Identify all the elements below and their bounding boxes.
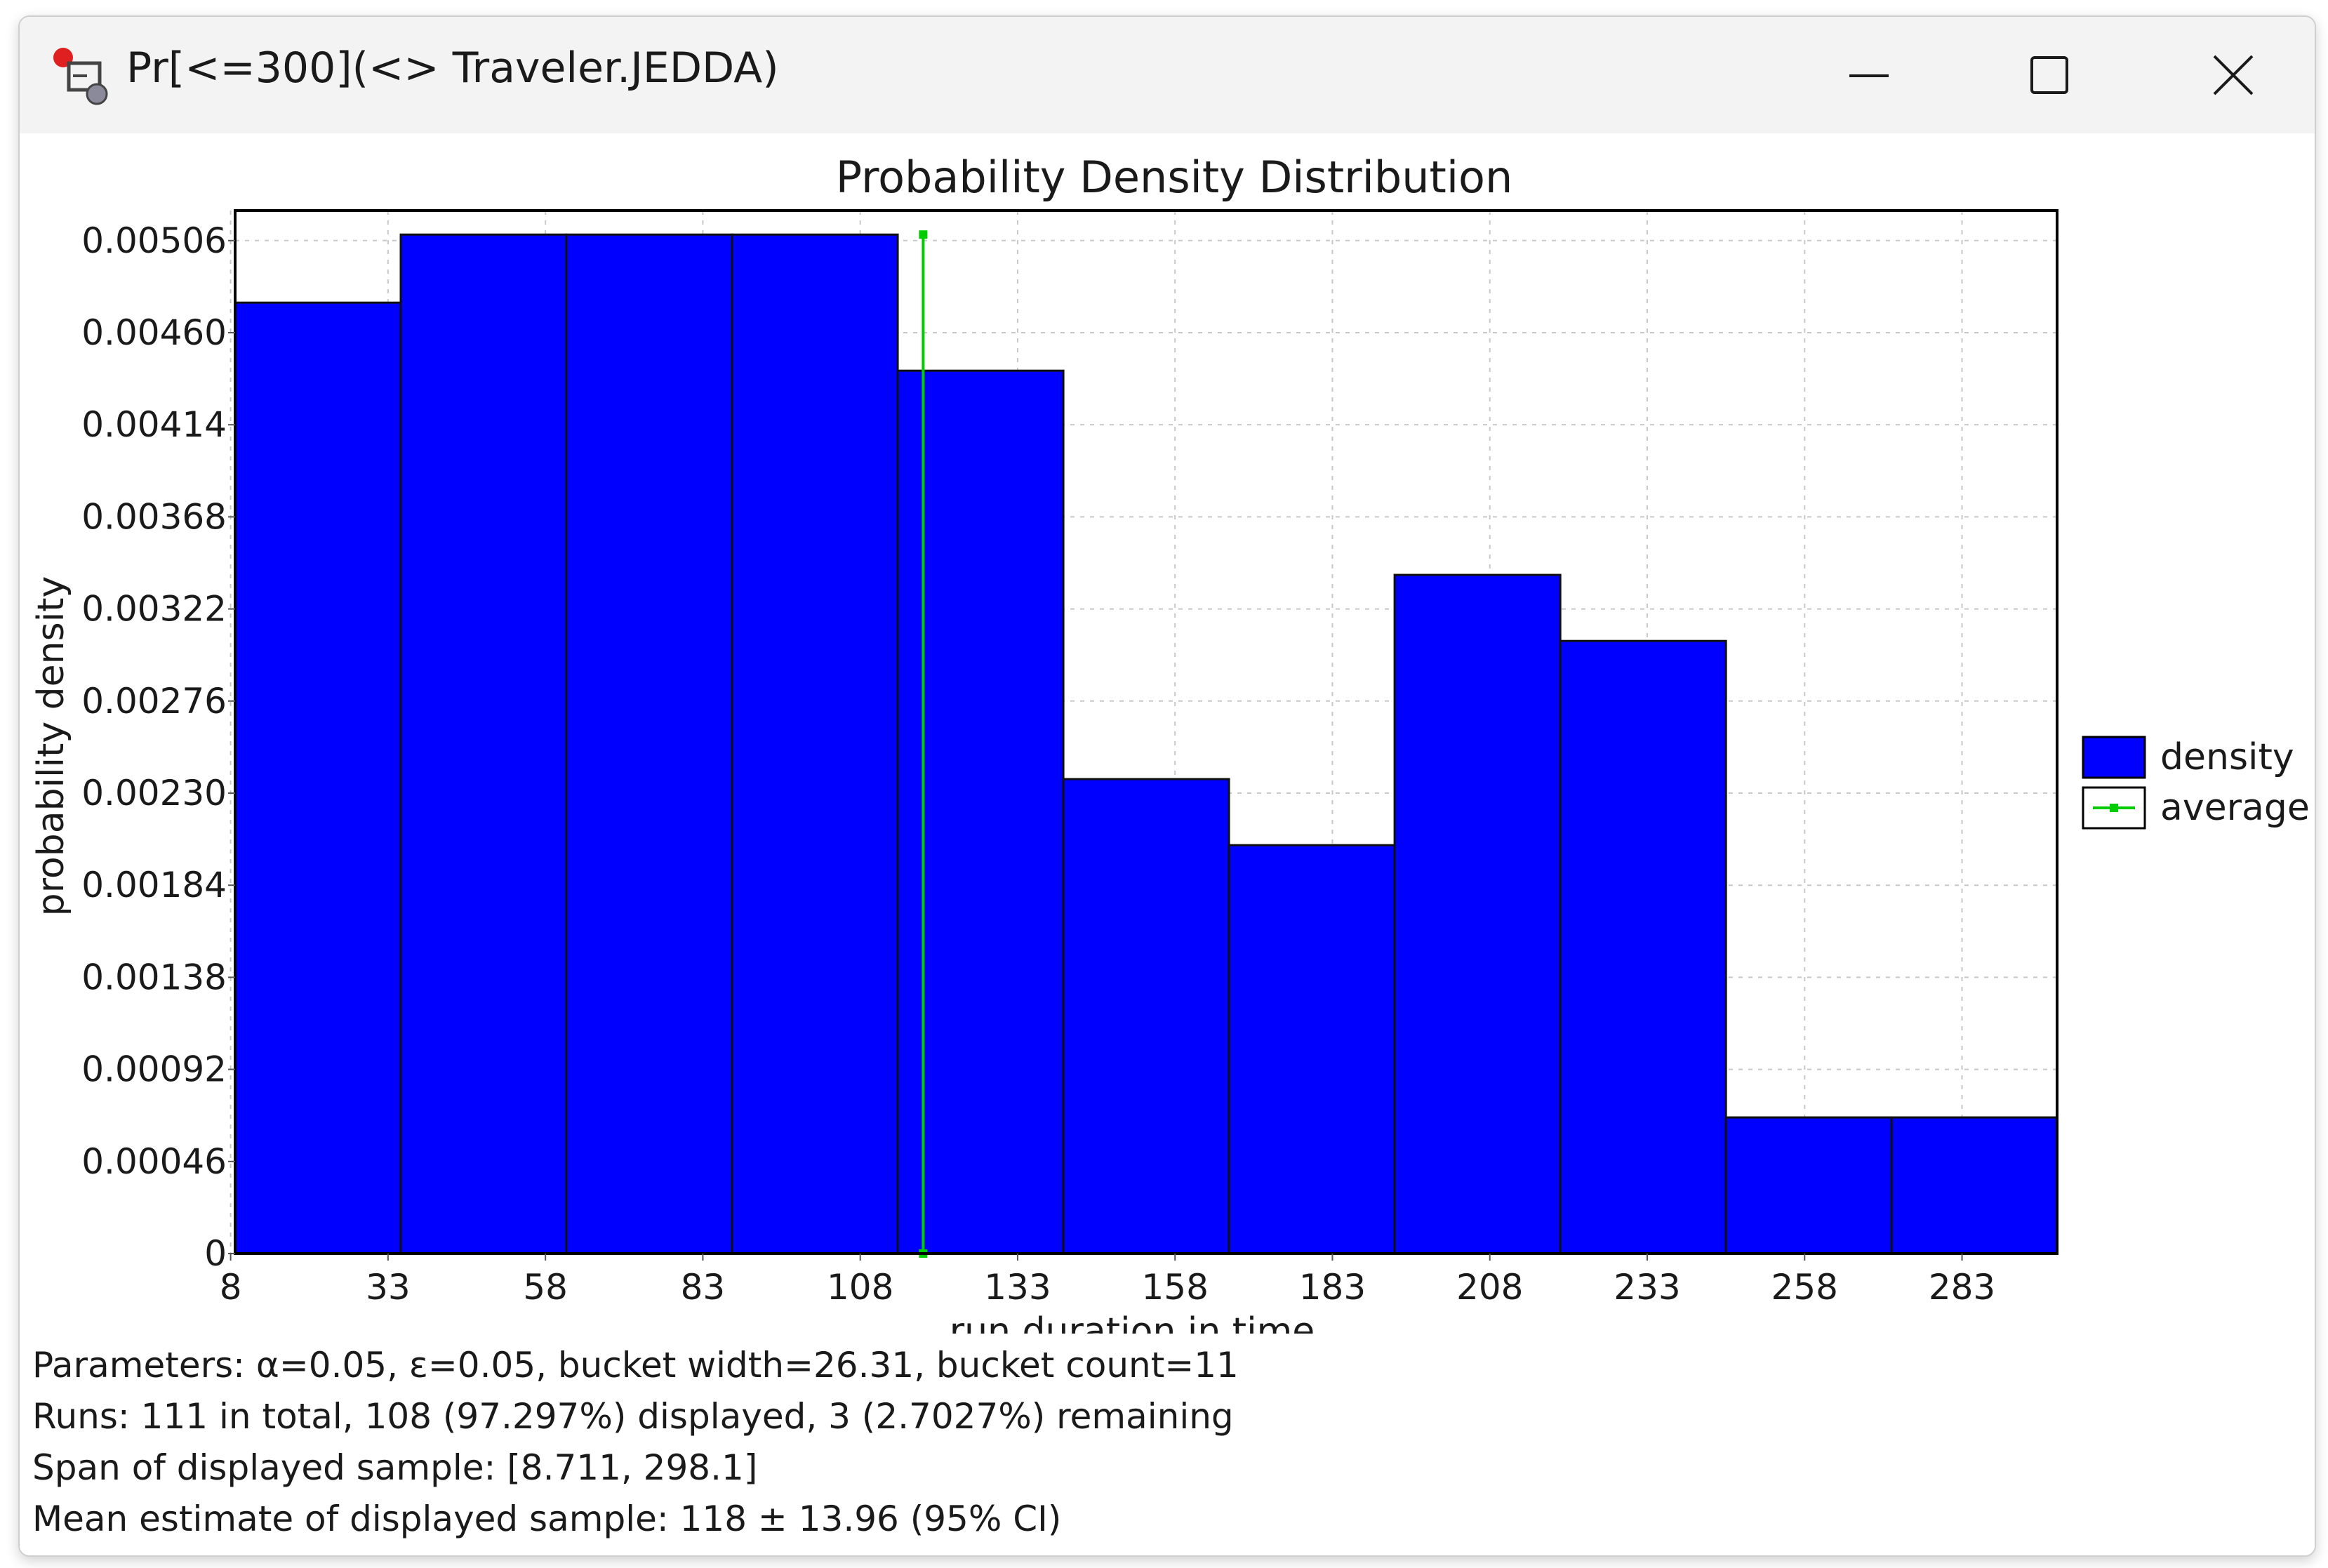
window-title: Pr[<=300](<> Traveler.JEDDA) bbox=[126, 44, 779, 93]
y-tick-label: 0.00230 bbox=[81, 773, 227, 813]
mean-estimate-text: Mean estimate of displayed sample: 118 ±… bbox=[32, 1499, 1062, 1539]
density-bar bbox=[1724, 1116, 1893, 1255]
y-tick-label: 0.00322 bbox=[81, 589, 227, 630]
maximize-button[interactable] bbox=[1981, 17, 2122, 133]
y-tick-label: 0.00506 bbox=[81, 220, 227, 261]
density-bar bbox=[1393, 573, 1562, 1255]
minimize-icon bbox=[1849, 74, 1889, 77]
legend-average-label: average bbox=[2160, 787, 2310, 829]
chart-title: Probability Density Distribution bbox=[836, 152, 1513, 203]
title-bar[interactable]: Pr[<=300](<> Traveler.JEDDA) bbox=[20, 17, 2315, 133]
plot-border bbox=[234, 209, 2058, 1255]
x-tick-label: 283 bbox=[1929, 1267, 1995, 1308]
maximize-icon bbox=[2030, 56, 2068, 94]
x-tick-label: 258 bbox=[1771, 1267, 1838, 1308]
legend-average-marker bbox=[2110, 804, 2118, 812]
x-tick-label: 133 bbox=[984, 1267, 1051, 1308]
minimize-button[interactable] bbox=[1800, 17, 1941, 133]
x-tick-label: 158 bbox=[1141, 1267, 1208, 1308]
legend-density-label: density bbox=[2160, 736, 2294, 778]
runs-text: Runs: 111 in total, 108 (97.297%) displa… bbox=[32, 1396, 1234, 1437]
density-chart: 0 0.00046 0.00092 0.00138 0.00184 0.00230 0.00… bbox=[30, 152, 2310, 1334]
y-tick-label: 0.00092 bbox=[81, 1049, 227, 1090]
x-tick-label: 58 bbox=[523, 1267, 568, 1308]
x-tick-label: 108 bbox=[827, 1267, 893, 1308]
y-tick-label: 0.00184 bbox=[81, 865, 227, 905]
statistics-panel: Parameters: α=0.05, ε=0.05, bucket width… bbox=[32, 1340, 1239, 1545]
close-button[interactable] bbox=[2164, 17, 2304, 133]
x-tick-label: 8 bbox=[220, 1267, 242, 1308]
chart-panel: 0 0.00046 0.00092 0.00138 0.00184 0.00230 0.00… bbox=[20, 133, 2315, 1555]
x-tick-label: 233 bbox=[1614, 1267, 1680, 1308]
y-tick-label: 0 bbox=[204, 1233, 227, 1274]
x-tick-label: 83 bbox=[681, 1267, 726, 1308]
plot-window: Pr[<=300](<> Traveler.JEDDA) 0 0.00046 0.0… bbox=[18, 15, 2316, 1557]
density-bar bbox=[399, 233, 568, 1255]
y-tick-label: 0.00138 bbox=[81, 957, 227, 997]
density-bar bbox=[1559, 639, 1727, 1255]
x-tick-label: 208 bbox=[1456, 1267, 1523, 1308]
y-tick-label: 0.00414 bbox=[81, 404, 227, 445]
query-plot-icon bbox=[53, 48, 108, 105]
y-tick-label: 0.00368 bbox=[81, 496, 227, 537]
x-axis-label: run duration in time bbox=[950, 1310, 1315, 1334]
density-bar bbox=[1890, 1116, 2058, 1255]
span-text: Span of displayed sample: [8.711, 298.1] bbox=[32, 1447, 758, 1488]
density-bar bbox=[1228, 844, 1396, 1255]
y-tick-label: 0.00046 bbox=[81, 1141, 227, 1182]
y-tick-label: 0.00460 bbox=[81, 312, 227, 353]
density-bar bbox=[565, 233, 733, 1255]
density-bar bbox=[1062, 778, 1230, 1255]
y-tick-label: 0.00276 bbox=[81, 681, 227, 722]
x-tick-label: 33 bbox=[366, 1267, 411, 1308]
legend-density-swatch bbox=[2082, 736, 2146, 779]
density-bar bbox=[234, 301, 402, 1255]
x-tick-label: 183 bbox=[1299, 1267, 1366, 1308]
y-axis-label: probability density bbox=[30, 576, 72, 917]
parameters-text: Parameters: α=0.05, ε=0.05, bucket width… bbox=[32, 1345, 1239, 1386]
density-bar bbox=[731, 233, 899, 1255]
close-icon bbox=[2213, 55, 2254, 95]
average-marker bbox=[919, 230, 928, 239]
